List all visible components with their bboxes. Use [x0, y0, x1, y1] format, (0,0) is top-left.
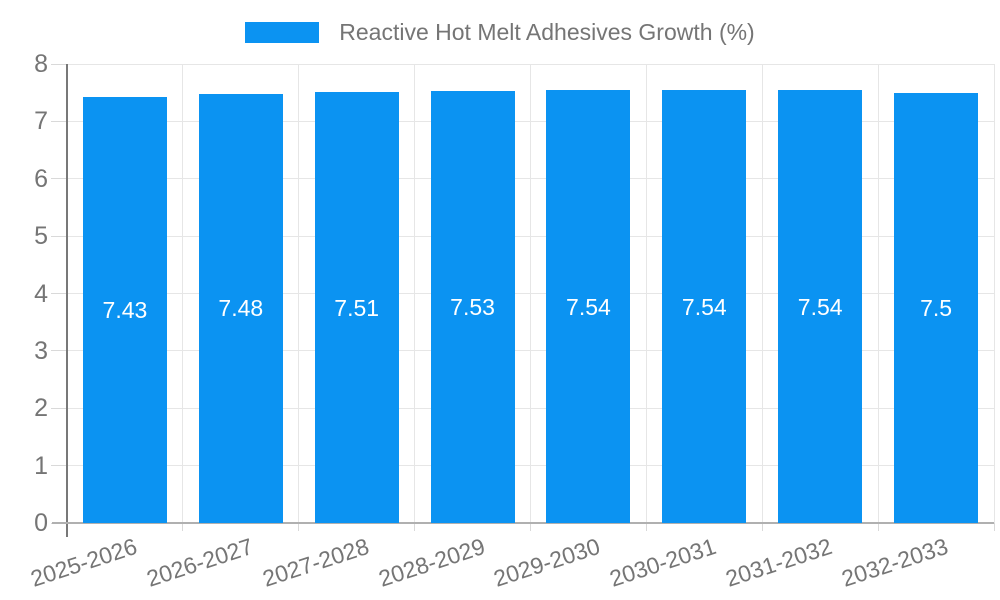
x-axis-tick: [530, 523, 531, 531]
bar-value-label: 7.53: [450, 293, 495, 320]
gridline-vertical: [645, 64, 647, 523]
y-axis-tick: [51, 350, 67, 352]
y-axis-tick: [51, 293, 67, 294]
y-axis-line: [66, 64, 68, 537]
bar[interactable]: [894, 92, 979, 523]
y-axis-label: 2: [34, 394, 48, 423]
y-axis-label: 5: [34, 222, 48, 251]
y-axis-tick: [51, 63, 67, 65]
x-axis-tick: [645, 523, 647, 531]
y-axis-tick: [51, 465, 67, 467]
bar[interactable]: [778, 90, 863, 523]
x-axis-tick: [298, 523, 300, 531]
y-axis-label: 8: [34, 50, 48, 78]
y-axis-label: 1: [34, 451, 48, 480]
y-axis-label: 0: [34, 509, 48, 537]
y-axis-tick: [51, 235, 67, 237]
gridline-vertical: [530, 64, 531, 523]
bar[interactable]: [82, 96, 167, 523]
bar[interactable]: [430, 90, 515, 523]
y-axis-label: 4: [34, 279, 48, 308]
y-axis-tick: [51, 178, 67, 180]
legend-label: Reactive Hot Melt Adhesives Growth (%): [339, 19, 755, 45]
bar-value-label: 7.48: [218, 295, 264, 322]
bar[interactable]: [314, 92, 399, 523]
x-axis-tick: [993, 523, 995, 531]
y-axis-label: 7: [34, 107, 48, 136]
bar-value-label: 7.51: [334, 294, 380, 321]
gridline-vertical: [877, 64, 879, 523]
bar-value-label: 7.54: [797, 293, 843, 320]
bar[interactable]: [546, 90, 631, 523]
x-axis-tick: [182, 523, 184, 531]
gridline-vertical: [414, 64, 416, 523]
gridline-vertical: [298, 64, 300, 523]
gridline-vertical: [182, 64, 184, 523]
legend: Reactive Hot Melt Adhesives Growth (%): [0, 18, 1000, 46]
bar[interactable]: [198, 93, 283, 523]
gridline-vertical: [993, 64, 995, 523]
y-axis-label: 6: [34, 164, 48, 193]
y-axis-tick: [51, 120, 67, 122]
bar-value-label: 7.43: [102, 296, 148, 323]
bar-value-label: 7.5: [920, 294, 953, 321]
gridline-vertical: [761, 64, 763, 523]
x-axis-line: [52, 522, 994, 524]
x-axis-tick: [414, 523, 416, 531]
x-axis-tick: [761, 523, 763, 531]
y-axis-tick: [51, 407, 67, 409]
bar-value-label: 7.54: [681, 293, 727, 320]
bar[interactable]: [662, 90, 747, 523]
legend-swatch: [245, 21, 320, 43]
y-axis-label: 3: [34, 336, 48, 365]
bar-value-label: 7.54: [566, 293, 611, 320]
x-axis-tick: [877, 523, 879, 531]
